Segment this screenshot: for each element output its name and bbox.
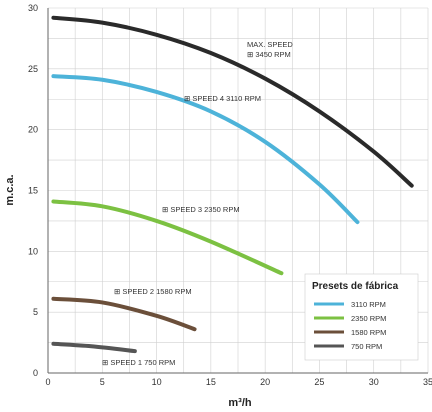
legend-label: 750 RPM	[351, 342, 382, 351]
x-tick-label: 20	[260, 377, 270, 387]
y-axis-title: m.c.a.	[4, 174, 16, 205]
x-tick-label: 30	[369, 377, 379, 387]
legend: Presets de fábrica 3110 RPM 2350 RPM 1580 R…	[304, 273, 419, 361]
y-tick-label: 5	[33, 307, 38, 317]
x-tick-label: 35	[423, 377, 432, 387]
legend-label: 1580 RPM	[351, 328, 386, 337]
legend-label: 3110 RPM	[351, 300, 386, 309]
x-tick-label: 10	[152, 377, 162, 387]
y-tick-label: 25	[28, 64, 38, 74]
series-annotation: MAX. SPEED	[247, 40, 293, 49]
series-annotation: ⊞ SPEED 1 750 RPM	[102, 358, 175, 367]
series-annotation: ⊞ SPEED 2 1580 RPM	[114, 287, 192, 296]
legend-title: Presets de fábrica	[312, 281, 399, 292]
series-speed-2-curve	[51, 296, 197, 332]
series-annotation: ⊞ SPEED 4 3110 RPM	[184, 94, 261, 103]
series-speed-3-curve	[51, 199, 284, 276]
x-tick-label: 0	[45, 377, 50, 387]
series-annotation: ⊞ SPEED 3 2350 RPM	[162, 205, 240, 214]
x-tick-label: 25	[314, 377, 324, 387]
x-axis-title: m³/h	[228, 397, 252, 409]
y-tick-label: 0	[33, 368, 38, 378]
series-annotation-line2: ⊞ 3450 RPM	[247, 50, 291, 59]
series-layer	[51, 15, 414, 354]
series-speed-1-curve	[51, 341, 137, 354]
series-speed-4-curve	[51, 74, 360, 225]
legend-label: 2350 RPM	[351, 314, 386, 323]
x-tick-label: 5	[100, 377, 105, 387]
axes: 0 5 10 15 20 25 30 35 0 5 10 15 20 25 30 m³/h m.c.a.	[4, 3, 432, 409]
x-tick-label: 15	[206, 377, 216, 387]
y-tick-label: 15	[28, 186, 38, 196]
y-tick-label: 20	[28, 125, 38, 135]
y-tick-label: 30	[28, 3, 38, 13]
annotations: MAX. SPEED⊞ 3450 RPM ⊞ SPEED 4 3110 RPM ⊞ …	[102, 40, 293, 367]
y-tick-label: 10	[28, 246, 38, 256]
series-max-speed-curve	[51, 15, 414, 188]
